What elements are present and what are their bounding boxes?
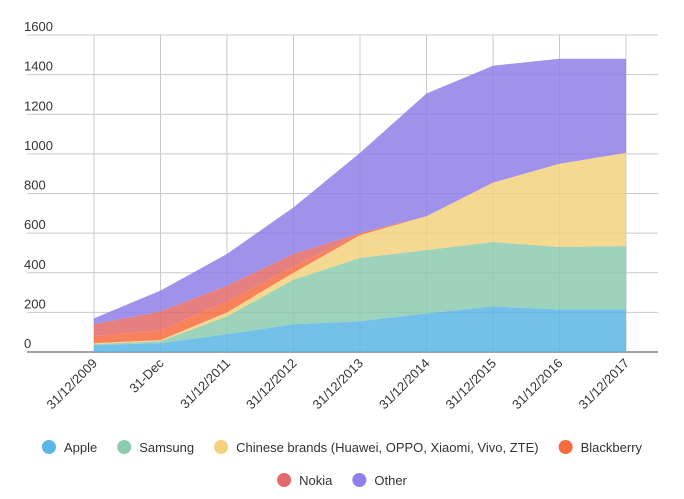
legend-swatch (352, 473, 367, 487)
x-tick-label: 31/12/2017 (575, 356, 632, 413)
legend-swatch (214, 440, 229, 454)
y-tick-label: 200 (24, 296, 46, 311)
x-tick-label: 31/12/2015 (442, 356, 499, 413)
x-tick-label: 31/12/2013 (309, 356, 366, 413)
legend-label: Samsung (139, 440, 194, 455)
legend: Apple Samsung Chinese brands (Huawei, OPPO… (41, 440, 643, 488)
y-tick-label: 1600 (24, 19, 53, 34)
area-chinese (94, 152, 626, 345)
legend-item-nokia[interactable]: Nokia (277, 473, 333, 488)
legend-item-samsung[interactable]: Samsung (117, 440, 194, 455)
y-tick-label: 0 (24, 336, 31, 351)
legend-label: Chinese brands (Huawei, OPPO, Xiaomi, Vi… (236, 440, 539, 455)
legend-swatch (41, 440, 56, 454)
x-tick-label: 31/12/2014 (376, 356, 433, 413)
legend-item-other[interactable]: Other (352, 473, 408, 488)
x-tick-label: 31/12/2012 (243, 356, 300, 413)
x-tick-label: 31/12/2009 (43, 356, 100, 413)
y-tick-label: 600 (24, 217, 46, 232)
y-tick-label: 1000 (24, 138, 53, 153)
area-apple (94, 306, 626, 352)
legend-label: Blackberry (581, 440, 643, 455)
legend-item-apple[interactable]: Apple (41, 440, 97, 455)
legend-label: Nokia (299, 473, 333, 488)
area-series (94, 58, 626, 352)
legend-swatch (558, 440, 573, 454)
y-tick-label: 1400 (24, 59, 53, 74)
legend-swatch (277, 473, 292, 487)
x-tick-label: 31-Dec (126, 355, 167, 396)
y-tick-label: 800 (24, 178, 46, 193)
x-tick-label: 31/12/2011 (177, 356, 233, 412)
legend-label: Other (374, 473, 407, 488)
legend-label: Apple (64, 440, 97, 455)
area-nokia (94, 152, 626, 337)
y-tick-label: 1200 (24, 98, 53, 113)
legend-item-chinese[interactable]: Chinese brands (Huawei, OPPO, Xiaomi, Vi… (214, 440, 539, 455)
x-tick-label: 31/12/2016 (509, 356, 566, 413)
area-samsung (94, 242, 626, 346)
area-other (94, 58, 626, 325)
legend-swatch (117, 440, 132, 454)
legend-item-blackberry[interactable]: Blackberry (558, 440, 643, 455)
y-tick-label: 400 (24, 257, 46, 272)
